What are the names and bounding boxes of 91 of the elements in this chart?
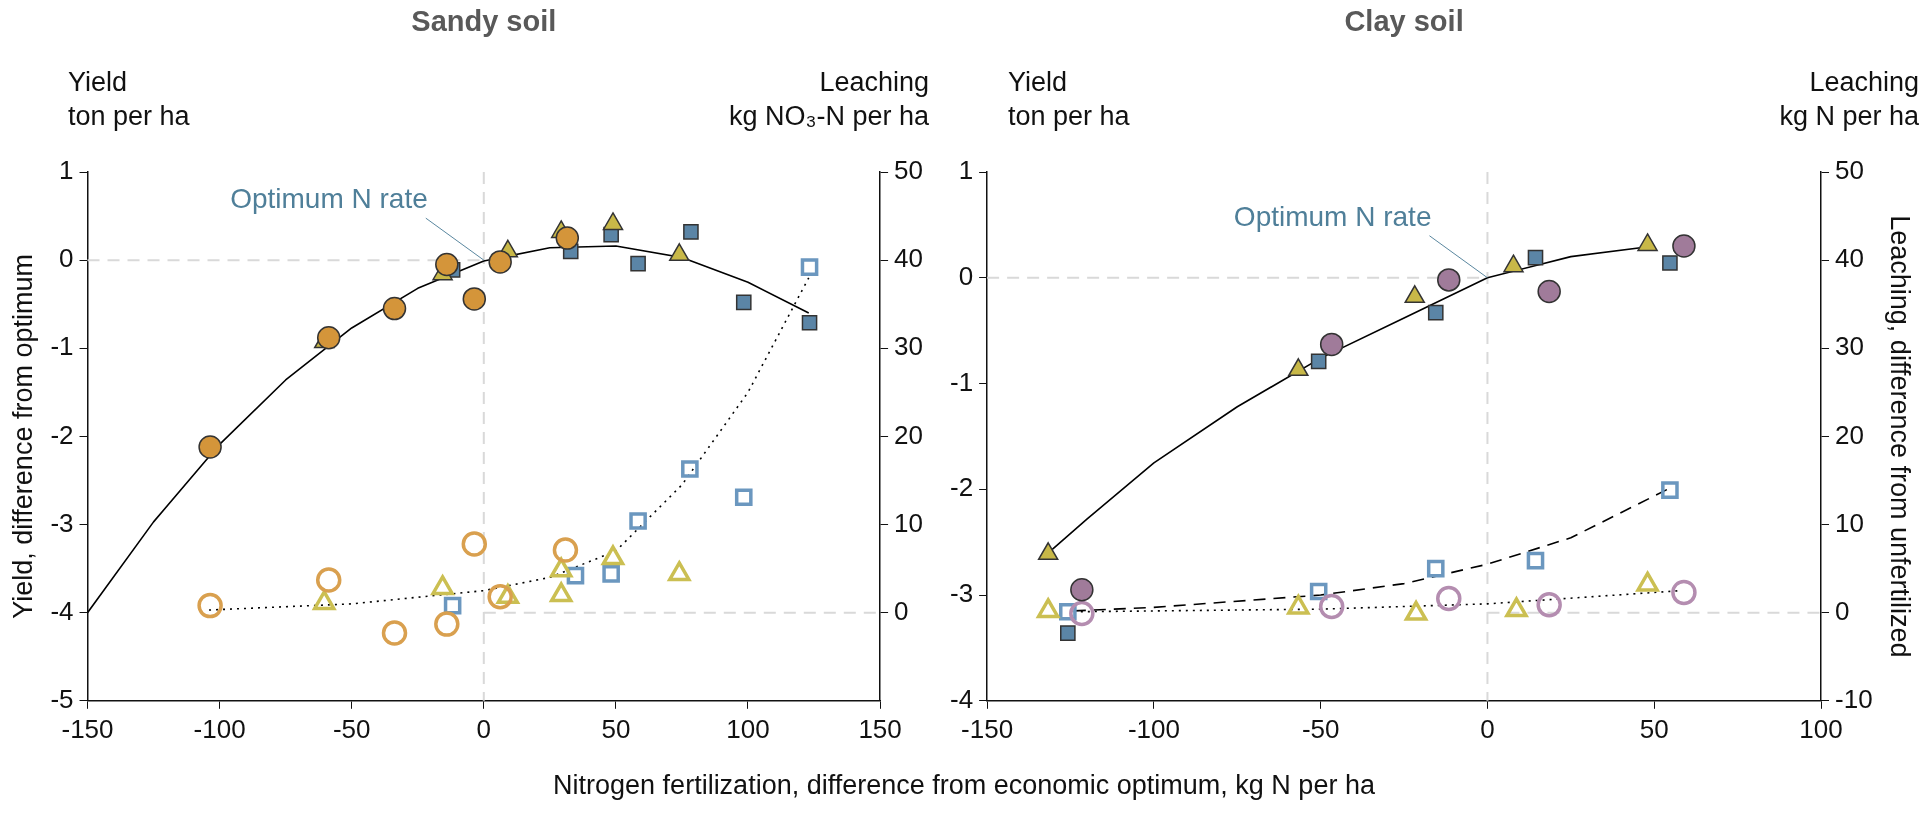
point — [1537, 279, 1561, 304]
y2-tick-label: 10 — [894, 507, 923, 538]
y-tick-label: 1 — [59, 155, 74, 186]
point — [1310, 353, 1327, 370]
point — [435, 252, 459, 277]
x-tick-label: -50 — [332, 713, 371, 744]
x-tick-label: -100 — [1127, 713, 1180, 744]
y-tick-label: -1 — [949, 366, 974, 397]
point — [434, 611, 460, 637]
y-tick-label: 0 — [59, 243, 74, 274]
point — [462, 287, 487, 311]
point — [461, 531, 488, 557]
point — [1671, 579, 1697, 606]
y2-tick-label: 50 — [1835, 155, 1864, 186]
point — [315, 567, 342, 593]
x-tick-label: 50 — [1639, 713, 1669, 744]
x-tick-label: -50 — [1301, 713, 1340, 744]
point — [1069, 600, 1095, 627]
y2-tick-label: 20 — [894, 419, 923, 450]
y2-tick-label: 20 — [1835, 419, 1864, 450]
point — [1070, 578, 1094, 602]
y-tick-label: 1 — [958, 155, 974, 186]
x-tick-label: 0 — [1480, 713, 1495, 744]
point — [1426, 559, 1445, 578]
y-tick-label: -2 — [50, 419, 74, 450]
point — [630, 255, 646, 272]
text: Yield ton per ha — [68, 66, 191, 131]
point — [734, 488, 753, 507]
annotation: Optimum N rate — [1233, 200, 1432, 232]
y-tick-label: -4 — [50, 595, 74, 626]
point — [602, 565, 620, 583]
y-tick-label: -4 — [949, 683, 974, 714]
point — [1661, 481, 1679, 499]
point — [316, 325, 341, 350]
x-tick-label: -150 — [961, 713, 1014, 744]
point — [555, 226, 580, 250]
y2-tick-label: 50 — [894, 155, 923, 186]
chart-title: Clay soil — [1344, 4, 1464, 37]
point — [1526, 551, 1545, 570]
y-tick-label: -3 — [949, 578, 974, 609]
y2-tick-label: 0 — [1835, 595, 1850, 626]
x-tick-label: 100 — [1799, 713, 1843, 744]
point — [381, 620, 408, 646]
point — [1427, 304, 1444, 321]
point — [1437, 268, 1461, 292]
point — [800, 258, 819, 277]
point — [629, 512, 647, 530]
point — [197, 592, 223, 619]
chart-title: Sandy soil — [411, 4, 557, 37]
point — [1527, 249, 1544, 266]
x-tick-label: -150 — [61, 713, 114, 744]
point — [1436, 585, 1462, 612]
x-tick-label: 0 — [476, 713, 492, 744]
y2-tick-label: 40 — [1835, 243, 1864, 274]
text: Leaching kg NO₃-N per ha — [728, 66, 930, 131]
y2-axis-title: Leaching, difference from unfertilized — [1885, 215, 1916, 658]
point — [1318, 593, 1345, 620]
point — [1662, 255, 1678, 271]
point — [382, 296, 407, 321]
y2-tick-label: 40 — [894, 243, 923, 274]
y2-tick-label: 30 — [894, 331, 923, 362]
x-tick-label: 150 — [858, 713, 902, 744]
point — [198, 435, 222, 459]
y-tick-label: 0 — [958, 260, 974, 291]
point — [487, 584, 513, 610]
point — [1060, 625, 1076, 641]
y-tick-label: -3 — [50, 507, 74, 538]
annotation: Optimum N rate — [230, 183, 428, 215]
y2-tick-label: 0 — [894, 595, 909, 626]
y-tick-label: -2 — [949, 472, 974, 503]
point — [801, 314, 818, 331]
point — [488, 250, 512, 274]
point — [552, 537, 579, 563]
x-tick-label: -100 — [193, 713, 246, 744]
y-tick-label: -5 — [50, 683, 74, 714]
y2-tick-label: 30 — [1835, 331, 1864, 362]
text: Yield ton per ha — [1008, 66, 1131, 131]
y2-tick-label: 10 — [1835, 507, 1864, 538]
point — [735, 294, 752, 311]
point — [1536, 591, 1562, 618]
point — [681, 460, 699, 478]
y2-tick-label: -10 — [1835, 683, 1873, 714]
point — [683, 224, 699, 240]
y-tick-label: -1 — [50, 331, 74, 362]
text: Leaching kg N per ha — [1779, 66, 1920, 131]
point — [1672, 234, 1696, 258]
x-tick-label: 100 — [726, 713, 770, 744]
point — [1319, 332, 1344, 357]
x-tick-label: 50 — [601, 713, 631, 744]
x-axis-title: Nitrogen fertilization, difference from economic optimum, kg N per ha — [552, 770, 1376, 801]
y-axis-title: Yield, difference from optimum — [7, 254, 38, 619]
